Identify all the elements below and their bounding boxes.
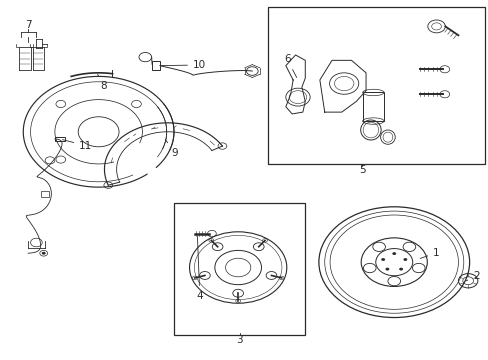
Text: 5: 5 <box>358 165 365 175</box>
Bar <box>362 93 383 121</box>
Text: 9: 9 <box>165 139 178 158</box>
Circle shape <box>41 252 45 255</box>
Bar <box>152 62 160 70</box>
Bar <box>41 192 49 197</box>
Text: 8: 8 <box>98 74 106 91</box>
Bar <box>174 203 305 336</box>
Bar <box>267 7 484 164</box>
Circle shape <box>385 268 388 270</box>
Text: 3: 3 <box>236 335 243 345</box>
Text: 4: 4 <box>196 237 203 301</box>
Text: 6: 6 <box>284 54 296 77</box>
Circle shape <box>381 258 385 261</box>
Text: 10: 10 <box>161 60 205 70</box>
Text: 1: 1 <box>419 248 439 258</box>
Text: 11: 11 <box>62 140 92 151</box>
Circle shape <box>398 268 402 270</box>
Text: 2: 2 <box>465 271 479 282</box>
Circle shape <box>391 252 395 255</box>
Circle shape <box>403 258 407 261</box>
Bar <box>55 137 64 141</box>
Text: 7: 7 <box>25 19 31 30</box>
